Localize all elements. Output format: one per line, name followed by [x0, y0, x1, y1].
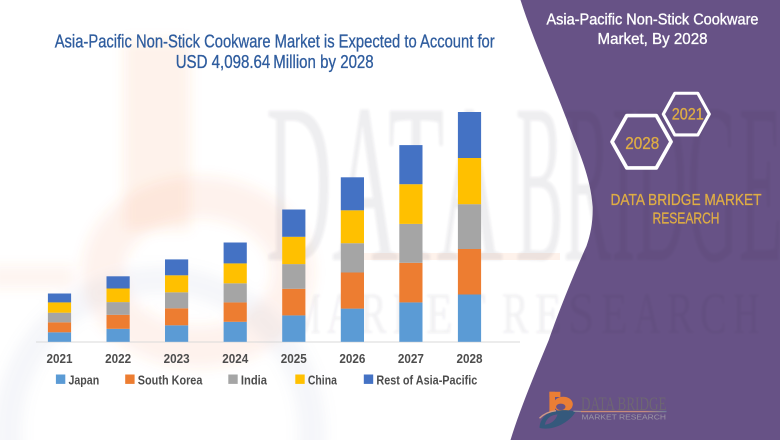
svg-text:2023: 2023 — [164, 351, 190, 366]
svg-text:DATA BRIDGE: DATA BRIDGE — [581, 395, 667, 415]
svg-text:Rest of Asia-Pacific: Rest of Asia-Pacific — [376, 373, 477, 388]
svg-text:2027: 2027 — [398, 351, 424, 366]
svg-text:2021: 2021 — [672, 105, 704, 123]
svg-text:2024: 2024 — [222, 351, 249, 366]
svg-text:India: India — [241, 373, 268, 388]
svg-text:RESEARCH: RESEARCH — [653, 210, 720, 227]
svg-text:2028: 2028 — [457, 351, 483, 366]
svg-text:China: China — [308, 373, 338, 388]
svg-text:Market, By 2028: Market, By 2028 — [598, 31, 708, 48]
svg-text:2022: 2022 — [105, 351, 131, 366]
svg-text:Asia-Pacific Non-Stick Cookwar: Asia-Pacific Non-Stick Cookware Market i… — [55, 30, 495, 51]
svg-text:Asia-Pacific Non-Stick Cookwar: Asia-Pacific Non-Stick Cookware — [547, 11, 759, 28]
svg-text:DATA BRIDGE MARKET: DATA BRIDGE MARKET — [611, 192, 762, 209]
svg-text:USD 4,098.64 Million by 2028: USD 4,098.64 Million by 2028 — [176, 51, 374, 72]
svg-text:MARKET RESEARCH: MARKET RESEARCH — [582, 414, 667, 421]
svg-text:2026: 2026 — [339, 351, 365, 366]
svg-text:South Korea: South Korea — [138, 373, 203, 388]
svg-text:Japan: Japan — [69, 373, 100, 388]
svg-text:2028: 2028 — [625, 133, 659, 153]
svg-text:2025: 2025 — [281, 351, 307, 366]
svg-text:2021: 2021 — [47, 351, 73, 366]
